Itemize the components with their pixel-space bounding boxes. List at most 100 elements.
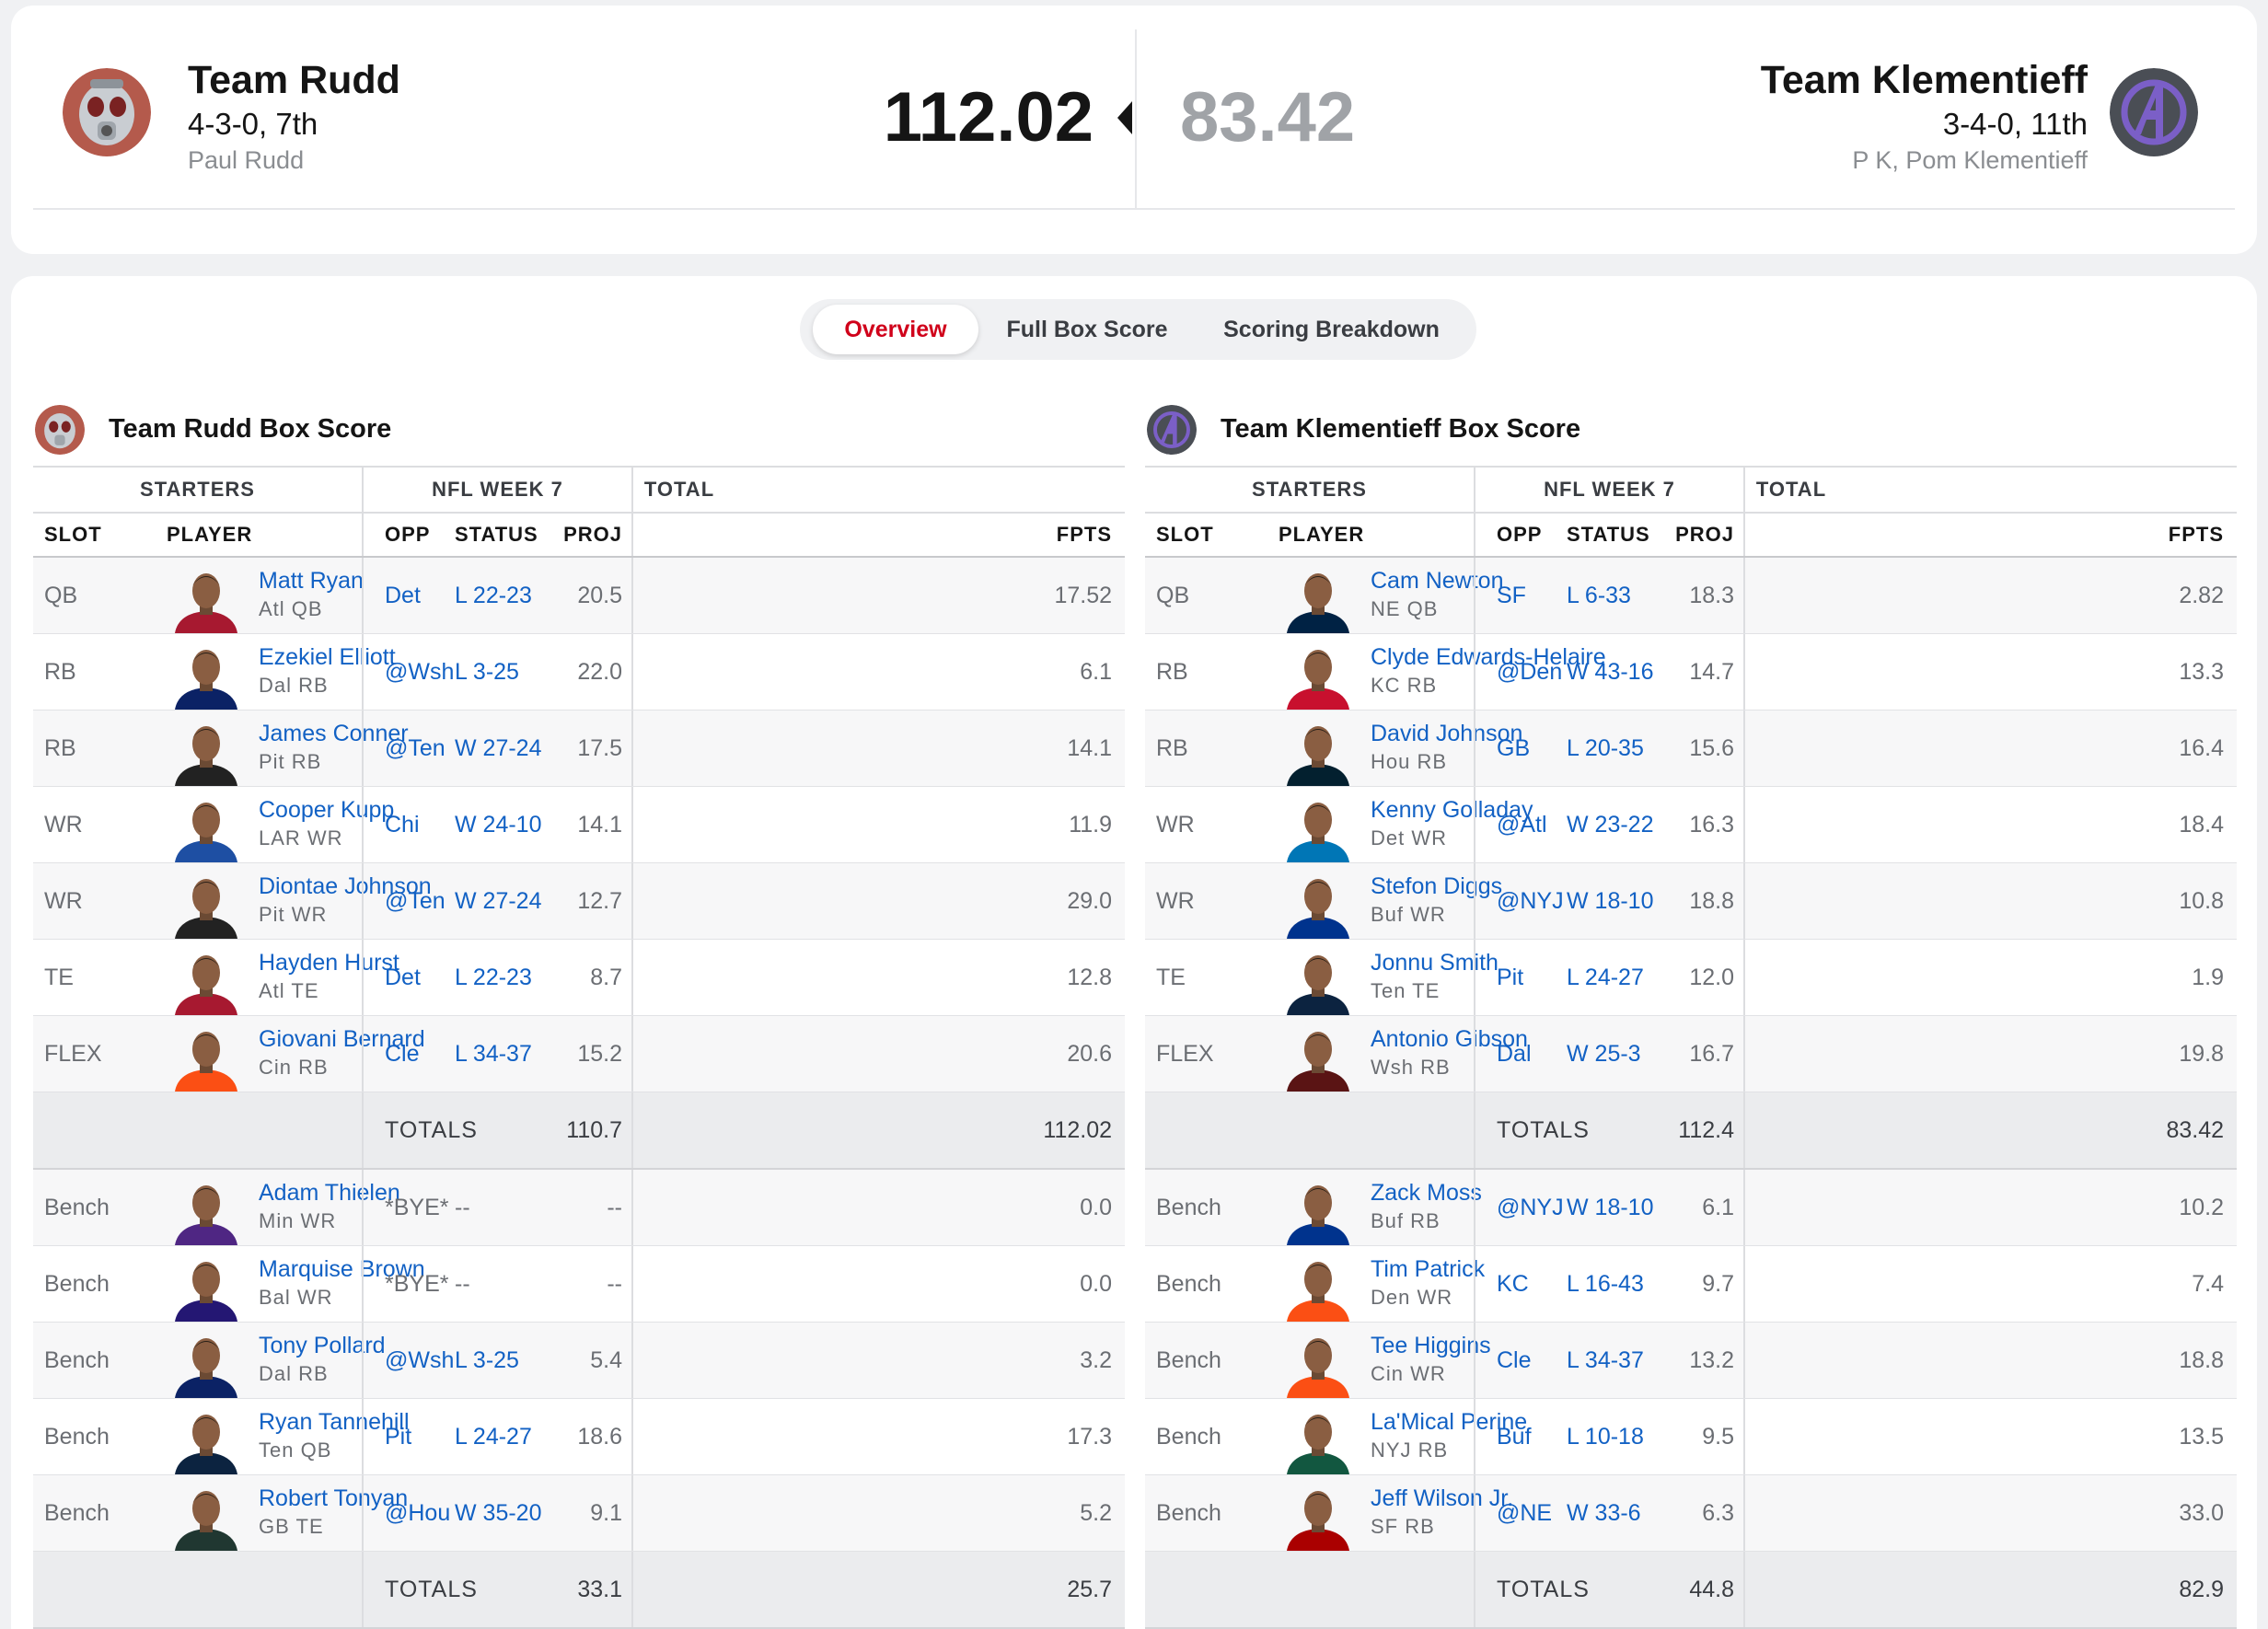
game-status-cell[interactable]: L 3-25 (455, 659, 519, 685)
opponent-cell[interactable]: @Atl (1497, 812, 1547, 838)
fpts-column-header[interactable]: FPTS (1056, 523, 1112, 546)
player-headshot-icon[interactable] (171, 1022, 241, 1092)
game-status-cell[interactable]: L 22-23 (455, 965, 532, 990)
game-status-cell[interactable]: L 24-27 (1567, 965, 1644, 990)
game-status-cell[interactable]: W 18-10 (1567, 1195, 1654, 1220)
player-headshot-icon[interactable] (171, 1252, 241, 1322)
fpts-column-header[interactable]: FPTS (2168, 523, 2224, 546)
player-headshot-icon[interactable] (1283, 869, 1353, 939)
player-name-link[interactable]: Robert Tonyan (259, 1485, 409, 1511)
player-headshot-icon[interactable] (1283, 945, 1353, 1015)
opponent-cell[interactable]: @Ten (385, 888, 446, 914)
opponent-cell[interactable]: GB (1497, 735, 1531, 761)
player-name-link[interactable]: Jonnu Smith (1371, 950, 1498, 976)
player-headshot-icon[interactable] (171, 1481, 241, 1551)
opponent-cell[interactable]: @NYJ (1497, 1195, 1564, 1220)
ant-man-helmet-icon[interactable] (63, 68, 151, 156)
player-name-link[interactable]: Antonio Gibson (1371, 1026, 1528, 1052)
player-name-link[interactable]: Diontae Johnson (259, 873, 432, 899)
opp-column-header[interactable]: OPP (1497, 523, 1543, 546)
proj-column-header[interactable]: PROJ (1675, 523, 1734, 546)
proj-column-header[interactable]: PROJ (563, 523, 622, 546)
player-headshot-icon[interactable] (171, 1175, 241, 1245)
game-status-cell[interactable]: W 23-22 (1567, 812, 1654, 838)
player-column-header[interactable]: PLAYER (167, 523, 253, 546)
game-status-cell[interactable]: W 43-16 (1567, 659, 1654, 685)
opponent-cell[interactable]: Cle (1497, 1347, 1532, 1373)
player-name-link[interactable]: Tee Higgins (1371, 1333, 1491, 1358)
player-headshot-icon[interactable] (171, 1404, 241, 1474)
player-headshot-icon[interactable] (171, 945, 241, 1015)
game-status-cell[interactable]: W 27-24 (455, 888, 542, 914)
player-headshot-icon[interactable] (1283, 1175, 1353, 1245)
opponent-cell[interactable]: Pit (385, 1424, 412, 1450)
status-column-header[interactable]: STATUS (455, 523, 538, 546)
status-column-header[interactable]: STATUS (1567, 523, 1650, 546)
opponent-cell[interactable]: Det (385, 965, 421, 990)
player-name-link[interactable]: Jeff Wilson Jr. (1371, 1485, 1514, 1511)
opp-column-header[interactable]: OPP (385, 523, 431, 546)
game-status-cell[interactable]: W 27-24 (455, 735, 542, 761)
player-headshot-icon[interactable] (1283, 1252, 1353, 1322)
player-name-link[interactable]: Ezekiel Elliott (259, 644, 396, 670)
tab-scoring-breakdown[interactable]: Scoring Breakdown (1223, 317, 1440, 342)
opponent-cell[interactable]: @NYJ (1497, 888, 1564, 914)
player-headshot-icon[interactable] (1283, 1022, 1353, 1092)
opponent-cell[interactable]: SF (1497, 583, 1526, 608)
player-headshot-icon[interactable] (171, 640, 241, 710)
game-status-cell[interactable]: W 24-10 (455, 812, 542, 838)
slot-column-header[interactable]: SLOT (1156, 523, 1214, 546)
game-status-cell[interactable]: L 20-35 (1567, 735, 1644, 761)
opponent-cell[interactable]: Dal (1497, 1041, 1532, 1067)
player-name-link[interactable]: Giovani Bernard (259, 1026, 425, 1052)
game-status-cell[interactable]: W 25-3 (1567, 1041, 1641, 1067)
player-headshot-icon[interactable] (1283, 1328, 1353, 1398)
game-status-cell[interactable]: W 18-10 (1567, 888, 1654, 914)
player-headshot-icon[interactable] (171, 1328, 241, 1398)
avengers-logo-icon[interactable] (2110, 68, 2198, 156)
player-headshot-icon[interactable] (1283, 640, 1353, 710)
player-headshot-icon[interactable] (1283, 1481, 1353, 1551)
player-headshot-icon[interactable] (1283, 1404, 1353, 1474)
player-name-link[interactable]: Zack Moss (1371, 1180, 1482, 1206)
player-name-link[interactable]: Adam Thielen (259, 1180, 400, 1206)
player-name-link[interactable]: Tim Patrick (1371, 1256, 1486, 1282)
player-headshot-icon[interactable] (1283, 563, 1353, 633)
player-name-link[interactable]: Tony Pollard (259, 1333, 386, 1358)
player-name-link[interactable]: James Conner (259, 721, 409, 746)
player-name-link[interactable]: David Johnson (1371, 721, 1523, 746)
player-column-header[interactable]: PLAYER (1279, 523, 1365, 546)
player-headshot-icon[interactable] (171, 792, 241, 862)
opponent-cell[interactable]: Cle (385, 1041, 420, 1067)
player-headshot-icon[interactable] (1283, 716, 1353, 786)
game-status-cell[interactable]: L 6-33 (1567, 583, 1631, 608)
tab-overview[interactable]: Overview (813, 305, 978, 354)
player-name-link[interactable]: Clyde Edwards-Helaire (1371, 644, 1606, 670)
player-headshot-icon[interactable] (1283, 792, 1353, 862)
game-status-cell[interactable]: L 34-37 (455, 1041, 532, 1067)
player-name-link[interactable]: Cam Newton (1371, 568, 1504, 594)
opponent-cell[interactable]: @Ten (385, 735, 446, 761)
home-team-name[interactable]: Team Rudd (188, 58, 400, 102)
player-headshot-icon[interactable] (171, 563, 241, 633)
opponent-cell[interactable]: Det (385, 583, 421, 608)
opponent-cell[interactable]: Pit (1497, 965, 1524, 990)
opponent-cell[interactable]: @Hou (385, 1500, 451, 1526)
game-status-cell[interactable]: W 35-20 (455, 1500, 542, 1526)
tab-full-box-score[interactable]: Full Box Score (1006, 317, 1168, 342)
game-status-cell[interactable]: W 33-6 (1567, 1500, 1641, 1526)
game-status-cell[interactable]: L 34-37 (1567, 1347, 1644, 1373)
opponent-cell[interactable]: KC (1497, 1271, 1529, 1297)
player-name-link[interactable]: Stefon Diggs (1371, 873, 1503, 899)
slot-column-header[interactable]: SLOT (44, 523, 102, 546)
opponent-cell[interactable]: @Den (1497, 659, 1563, 685)
game-status-cell[interactable]: L 10-18 (1567, 1424, 1644, 1450)
opponent-cell[interactable]: @Wsh (385, 1347, 455, 1373)
away-team-name[interactable]: Team Klementieff (1760, 58, 2088, 102)
player-name-link[interactable]: Ryan Tannehill (259, 1409, 410, 1435)
game-status-cell[interactable]: L 24-27 (455, 1424, 532, 1450)
opponent-cell[interactable]: Chi (385, 812, 420, 838)
player-name-link[interactable]: Hayden Hurst (259, 950, 399, 976)
game-status-cell[interactable]: L 16-43 (1567, 1271, 1644, 1297)
game-status-cell[interactable]: L 3-25 (455, 1347, 519, 1373)
